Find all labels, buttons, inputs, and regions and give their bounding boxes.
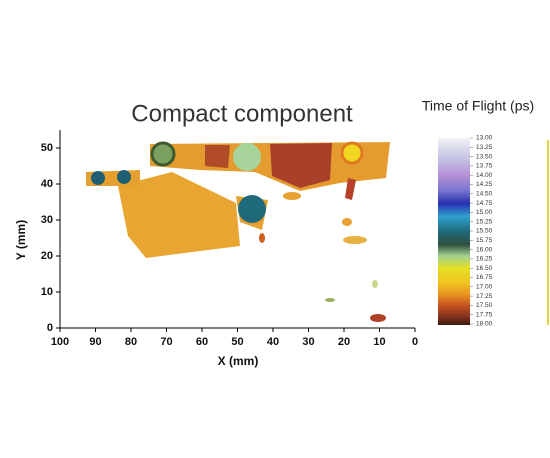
colorbar-tick-label: 17.75 bbox=[476, 311, 493, 318]
x-tick-label: 0 bbox=[412, 336, 418, 348]
region bbox=[345, 178, 356, 200]
region bbox=[343, 236, 367, 244]
region bbox=[205, 145, 230, 168]
x-tick-label: 30 bbox=[302, 336, 314, 348]
x-tick-label: 100 bbox=[51, 336, 69, 348]
colorbar-tick-label: 16.50 bbox=[476, 265, 493, 272]
x-tick-label: 50 bbox=[231, 336, 243, 348]
x-axis-label: X (mm) bbox=[218, 354, 259, 368]
y-tick-label: 10 bbox=[41, 286, 53, 298]
colorbar-tick-label: 13.25 bbox=[476, 144, 493, 151]
y-tick-label: 40 bbox=[41, 178, 53, 190]
region bbox=[342, 218, 352, 226]
region bbox=[259, 233, 265, 243]
colorbar-title: Time of Flight (ps) bbox=[422, 98, 534, 114]
colorbar-tick-label: 15.50 bbox=[476, 228, 493, 235]
region bbox=[117, 170, 131, 184]
region bbox=[238, 195, 266, 223]
chart-title: Compact component bbox=[131, 100, 353, 127]
colorbar-tick-label: 14.00 bbox=[476, 172, 493, 179]
colorbar-tick-label: 14.75 bbox=[476, 200, 493, 207]
region bbox=[118, 172, 240, 258]
y-tick-label: 20 bbox=[41, 250, 53, 262]
region bbox=[233, 143, 261, 171]
colorbar-tick-label: 15.75 bbox=[476, 237, 493, 244]
colorbar-tick-label: 15.25 bbox=[476, 218, 493, 225]
map-regions bbox=[86, 141, 390, 322]
colorbar-tick-label: 13.00 bbox=[476, 135, 493, 142]
x-tick-label: 20 bbox=[338, 336, 350, 348]
x-tick-label: 60 bbox=[196, 336, 208, 348]
y-tick-label: 50 bbox=[41, 142, 53, 154]
colorbar-tick-label: 18.00 bbox=[476, 321, 493, 328]
region bbox=[370, 314, 386, 322]
colorbar-tick-label: 17.00 bbox=[476, 284, 493, 291]
x-tick-label: 70 bbox=[160, 336, 172, 348]
colorbar-tick-label: 15.00 bbox=[476, 209, 493, 216]
x-tick-label: 80 bbox=[125, 336, 137, 348]
colorbar bbox=[438, 138, 470, 325]
region bbox=[340, 141, 364, 165]
colorbar-tick-label: 16.00 bbox=[476, 246, 493, 253]
x-tick-label: 90 bbox=[89, 336, 101, 348]
x-tick-label: 10 bbox=[373, 336, 385, 348]
y-axis-label: Y (mm) bbox=[14, 220, 28, 260]
region bbox=[372, 280, 378, 288]
region bbox=[91, 171, 105, 185]
x-tick-label: 40 bbox=[267, 336, 279, 348]
y-tick-label: 0 bbox=[47, 322, 53, 334]
colorbar-tick-label: 13.50 bbox=[476, 153, 493, 160]
colorbar-tick-label: 14.25 bbox=[476, 181, 493, 188]
region bbox=[283, 192, 301, 200]
colorbar-tick-label: 17.25 bbox=[476, 293, 493, 300]
region bbox=[325, 298, 335, 302]
region bbox=[150, 141, 176, 167]
colorbar-tick-label: 13.75 bbox=[476, 163, 493, 170]
colorbar-tick-label: 14.50 bbox=[476, 191, 493, 198]
y-tick-label: 30 bbox=[41, 214, 53, 226]
colorbar-tick-label: 16.75 bbox=[476, 274, 493, 281]
colorbar-tick-label: 17.50 bbox=[476, 302, 493, 309]
colorbar-tick-label: 16.25 bbox=[476, 256, 493, 263]
region bbox=[270, 143, 332, 188]
